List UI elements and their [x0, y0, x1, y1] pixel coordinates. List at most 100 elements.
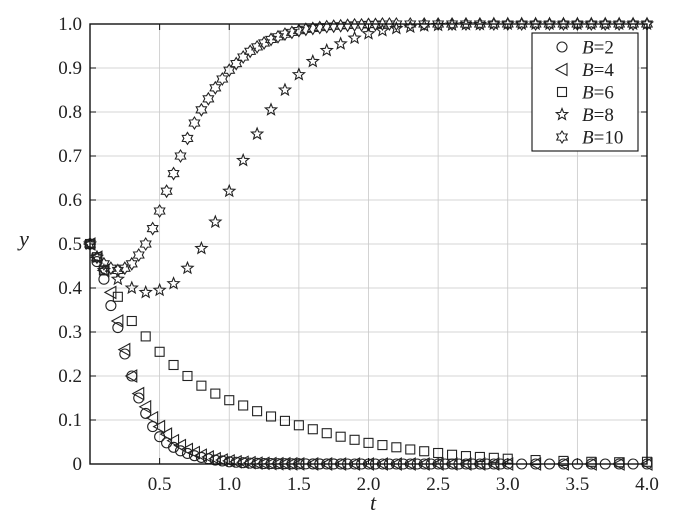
data-point [614, 457, 625, 468]
data-point [361, 26, 376, 40]
data-point [333, 36, 348, 50]
data-point [159, 427, 173, 442]
data-point [599, 16, 612, 32]
data-point [375, 23, 390, 37]
data-point [613, 16, 626, 32]
data-point [202, 91, 215, 106]
data-point [209, 80, 222, 95]
data-point [529, 16, 542, 32]
x-axis-label: t [370, 490, 377, 515]
data-point [97, 256, 111, 271]
legend-box [531, 32, 639, 152]
data-point [131, 386, 145, 401]
data-point [139, 236, 152, 252]
data-point [145, 410, 159, 425]
legend-value: =2 [594, 38, 614, 59]
legend-variable: B [582, 105, 594, 126]
data-point [236, 455, 249, 470]
data-point [124, 280, 139, 295]
legend-value: =8 [594, 105, 614, 126]
y-tick-label: 0.4 [58, 278, 82, 299]
data-point [210, 388, 221, 399]
data-point [112, 291, 123, 302]
data-point [488, 452, 499, 463]
data-point [132, 247, 145, 263]
y-tick-label: 1.0 [58, 14, 82, 35]
y-tick-label: 0.7 [58, 146, 82, 167]
data-point [152, 282, 167, 297]
y-axis-label: y [17, 226, 29, 251]
data-point [349, 434, 360, 445]
legend-value: =4 [594, 60, 615, 81]
legend-item: B=4 [554, 60, 615, 81]
data-point [418, 16, 431, 32]
legend-marker [556, 86, 568, 98]
data-point [446, 449, 458, 460]
data-point [96, 262, 112, 277]
data-point [307, 424, 318, 435]
legend-item: B=2 [556, 38, 614, 59]
data-point [257, 35, 271, 50]
data-point [124, 369, 138, 383]
y-tick-label: 0.3 [58, 322, 82, 343]
data-point [626, 16, 640, 32]
data-point [180, 442, 194, 457]
data-point [244, 44, 257, 59]
data-point [391, 442, 402, 453]
data-point [319, 42, 334, 57]
data-point [138, 284, 153, 299]
data-point [229, 454, 242, 469]
data-point [327, 19, 340, 34]
data-point [208, 214, 223, 229]
legend-item: B=10 [555, 128, 623, 149]
legend-label: B=6 [582, 83, 614, 104]
y-tick-label: 0.2 [58, 366, 82, 387]
data-point [126, 315, 137, 327]
legend-item: B=8 [554, 105, 614, 126]
data-point [355, 17, 368, 32]
y-tick-label: 0.1 [58, 410, 82, 431]
data-point [404, 16, 417, 32]
data-point [174, 148, 187, 164]
data-point [222, 183, 237, 198]
data-point [105, 300, 117, 312]
data-point [154, 346, 165, 357]
legend-variable: B [582, 83, 594, 104]
x-tick-label: 4.0 [635, 474, 659, 495]
x-tick-label: 3.0 [496, 474, 520, 495]
legend: B=2B=4B=6B=8B=10 [531, 32, 639, 152]
data-point [558, 455, 569, 466]
data-point [293, 420, 304, 431]
data-point [168, 359, 179, 371]
data-point [138, 399, 152, 414]
data-point [251, 39, 264, 54]
data-point [271, 29, 285, 44]
y-tick-label: 0.5 [58, 234, 82, 255]
y-tick-labels: 0 0.1 0.2 0.3 0.4 0.5 0.6 0.7 0.8 0.9 1.0 [58, 14, 82, 475]
legend-variable: B [582, 128, 594, 149]
data-point [369, 17, 382, 32]
series-square [84, 238, 653, 468]
x-tick-label: 1.5 [287, 474, 311, 495]
x-tick-labels: 0.5 1.0 1.5 2.0 2.5 3.0 3.5 4.0 [148, 474, 659, 495]
data-point [305, 53, 320, 68]
legend-marker [556, 41, 568, 53]
legend-marker [555, 129, 569, 145]
data-point [90, 250, 104, 265]
data-point [104, 261, 117, 276]
data-point [460, 451, 472, 462]
data-point [242, 455, 256, 470]
data-point [152, 419, 166, 434]
data-point [419, 446, 430, 457]
series-hexagram [83, 16, 654, 278]
data-point [182, 370, 193, 382]
legend-label: B=2 [582, 38, 614, 59]
data-point [181, 131, 194, 146]
data-point [215, 453, 228, 467]
data-point [110, 314, 124, 328]
data-point [277, 82, 293, 97]
legend-marker [554, 62, 568, 77]
data-point [586, 456, 597, 467]
data-point [195, 102, 208, 117]
data-point [196, 380, 207, 391]
